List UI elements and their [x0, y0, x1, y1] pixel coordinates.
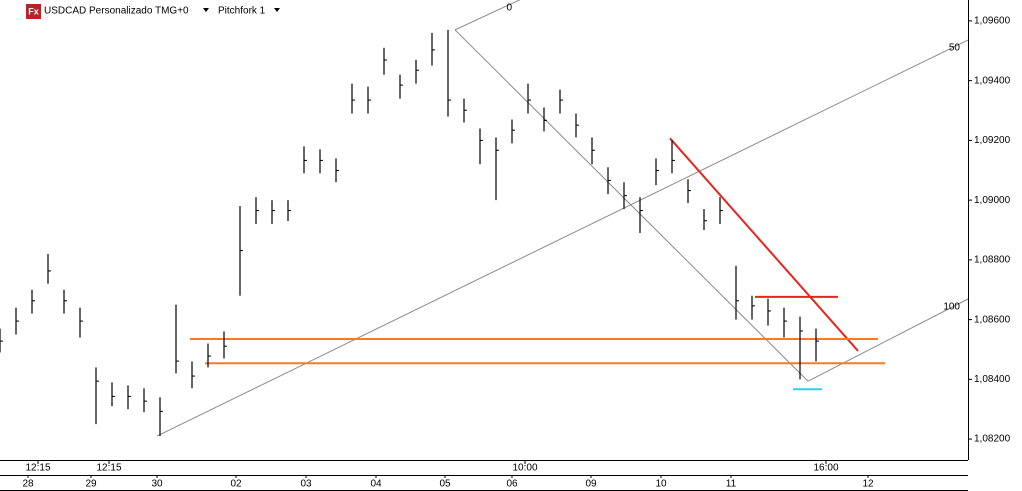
time-tick-label: 10:00 — [512, 463, 537, 474]
y-tick-label: 1,08800 — [974, 255, 1011, 266]
x-tick-label: 29 — [85, 479, 97, 490]
x-tick-label: 10 — [655, 479, 667, 490]
x-tick-label: 06 — [506, 479, 518, 490]
x-tick-label: 11 — [726, 479, 737, 490]
time-tick-label: 16:00 — [813, 463, 838, 474]
overlay-line — [807, 298, 969, 382]
time-tick-label: 12:15 — [96, 463, 121, 474]
symbol-icon-text: Fx — [28, 6, 39, 16]
indicator-name[interactable]: Pitchfork 1 — [218, 6, 266, 17]
x-tick-label: 02 — [230, 479, 242, 490]
x-tick-label: 12 — [862, 479, 874, 490]
y-tick-label: 1,08400 — [974, 374, 1011, 385]
dropdown-arrow[interactable] — [203, 8, 209, 12]
overlay-line — [454, 0, 521, 31]
overlay-line — [669, 137, 859, 352]
x-tick-label: 28 — [22, 479, 34, 490]
x-tick-label: 05 — [439, 479, 451, 490]
overlay-line — [454, 29, 809, 382]
y-tick-label: 1,08600 — [974, 314, 1011, 325]
overlay-line — [156, 39, 969, 437]
overlay-label: 50 — [949, 43, 961, 54]
y-tick-label: 1,09200 — [974, 135, 1011, 146]
overlay-label: 0 — [506, 3, 512, 14]
symbol-icon — [26, 4, 41, 19]
y-tick-label: 1,09400 — [974, 75, 1011, 86]
x-tick-label: 30 — [151, 479, 163, 490]
y-tick-label: 1,09000 — [974, 195, 1011, 206]
dropdown-arrow[interactable] — [274, 8, 280, 12]
time-tick-label: 12:15 — [25, 463, 50, 474]
overlay-label: 100 — [943, 302, 960, 313]
chart-title[interactable]: USDCAD Personalizado TMG+0 — [44, 6, 189, 17]
y-tick-label: 1,09600 — [974, 16, 1011, 27]
y-tick-label: 1,08200 — [974, 434, 1011, 445]
x-tick-label: 04 — [370, 479, 382, 490]
x-tick-label: 03 — [300, 479, 312, 490]
x-tick-label: 09 — [585, 479, 597, 490]
